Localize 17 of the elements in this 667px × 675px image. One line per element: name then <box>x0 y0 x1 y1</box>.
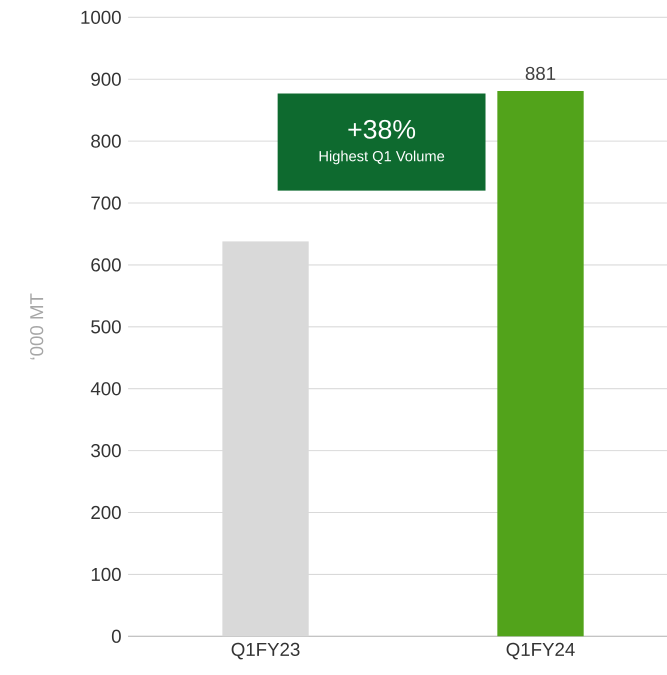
y-axis-title: ‘000 MT <box>30 294 44 360</box>
x-tick-label: Q1FY24 <box>506 642 575 660</box>
y-tick-label: 100 <box>92 568 121 582</box>
y-tick-label: 700 <box>91 196 121 210</box>
y-tick-label: 400 <box>90 382 121 396</box>
y-tick-label: 1000 <box>81 10 121 24</box>
x-tick-label: Q1FY23 <box>232 642 300 660</box>
y-tick-label: 0 <box>112 630 121 643</box>
data-label: 881 <box>526 66 556 80</box>
y-tick-label: 500 <box>91 320 121 334</box>
y-tick-label: 600 <box>91 258 121 272</box>
y-tick-label: 800 <box>91 134 121 148</box>
y-tick-label: 300 <box>91 444 121 458</box>
annotation: +38% <box>348 120 416 139</box>
y-tick-label: 200 <box>91 506 121 520</box>
annotation: Highest Q1 Volume <box>320 150 444 164</box>
y-tick-label: 900 <box>91 72 121 86</box>
